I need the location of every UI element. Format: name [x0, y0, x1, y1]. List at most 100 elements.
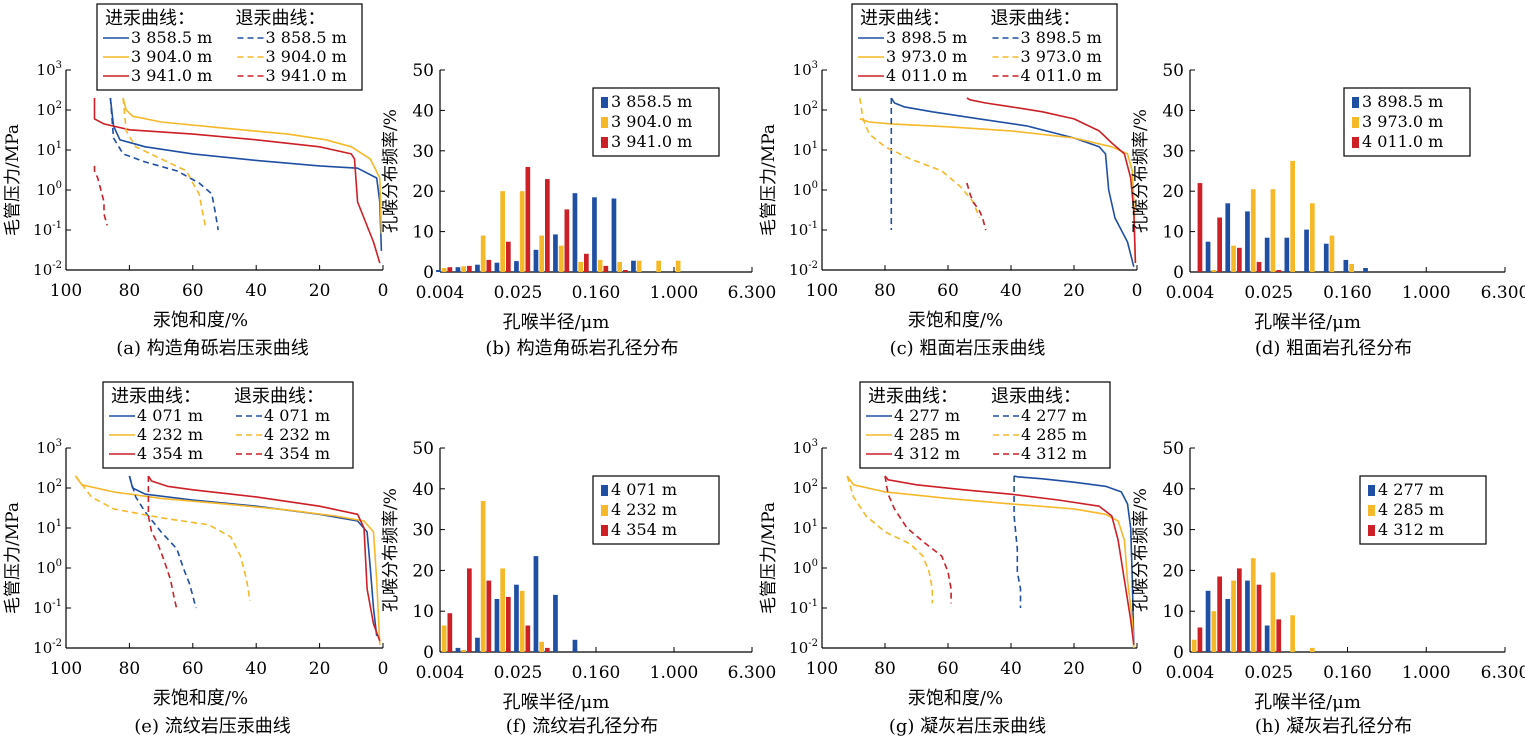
legend-box — [96, 3, 363, 91]
bar-1 — [494, 599, 500, 652]
y-tick-label: 103 — [793, 60, 818, 79]
y-tick-label: 100 — [793, 558, 818, 577]
legend-box — [102, 381, 354, 469]
bar-1 — [592, 197, 597, 272]
series-line-out-2 — [884, 475, 952, 604]
bar-3 — [1217, 217, 1222, 272]
legend-box — [592, 87, 720, 157]
bar-2 — [1329, 235, 1335, 272]
legend-entry: 3 904.0 m — [131, 47, 212, 66]
legend-swatch — [1352, 117, 1359, 128]
bar-3 — [1276, 270, 1282, 272]
bar-2 — [1310, 203, 1315, 272]
y-tick-label: 40 — [1162, 101, 1184, 121]
y-tick-label: 40 — [1162, 480, 1184, 500]
bar-2 — [1231, 580, 1236, 652]
y-tick-label: 101 — [793, 140, 818, 159]
y-tick-label: 50 — [1162, 439, 1184, 459]
legend-entry: 4 071 m — [137, 406, 203, 425]
y-axis-label: 毛管压力/MPa — [759, 124, 779, 236]
x-tick-label: 60 — [182, 659, 204, 679]
legend-entry: 4 277 m — [894, 406, 960, 425]
y-tick-label: 10-2 — [33, 638, 62, 657]
legend-entry: 3 941.0 m — [131, 66, 212, 85]
x-axis-label: 汞饱和度/% — [153, 310, 248, 331]
legend-heading-in: 进汞曲线： — [868, 386, 958, 407]
legend-entry: 4 071 m — [611, 480, 677, 499]
x-tick-label: 100 — [50, 281, 82, 301]
series-line-out-1 — [74, 475, 251, 602]
y-tick-label: 10-2 — [789, 260, 818, 279]
series-line-out-0 — [1013, 476, 1022, 608]
series-line-out-2 — [966, 182, 987, 231]
bar-1 — [455, 267, 461, 272]
x-tick-label: 0.004 — [1166, 663, 1215, 683]
legend-entry: 4 312 m — [894, 444, 960, 463]
chart-caption: (d) 粗面岩孔径分布 — [1255, 338, 1412, 359]
y-tick-label: 0 — [1173, 263, 1184, 283]
bar-2 — [539, 235, 544, 272]
x-tick-label: 80 — [119, 281, 141, 301]
bar-3 — [467, 568, 472, 652]
bar-1 — [514, 261, 519, 272]
y-tick-label: 100 — [37, 180, 62, 199]
legend-entry: 4 285 m — [1021, 425, 1087, 444]
y-tick-label: 102 — [37, 100, 62, 119]
bar-1 — [572, 639, 578, 652]
y-tick-label: 101 — [37, 140, 62, 159]
bar-1 — [494, 262, 500, 272]
bar-1 — [1323, 243, 1329, 272]
bar-2 — [1250, 189, 1256, 272]
x-axis-label: 孔喉半径/μm — [503, 312, 610, 333]
x-tick-label: 40 — [245, 281, 267, 301]
y-tick-label: 10-1 — [789, 598, 818, 617]
legend-box — [1359, 475, 1487, 545]
legend-box — [851, 3, 1118, 91]
legend-entry: 3 941.0 m — [611, 132, 692, 151]
y-tick-label: 103 — [37, 60, 62, 79]
bar-3 — [584, 253, 589, 272]
y-tick-label: 40 — [412, 480, 434, 500]
x-tick-label: 20 — [1063, 659, 1085, 679]
y-tick-label: 10-2 — [789, 638, 818, 657]
y-tick-label: 10 — [412, 223, 434, 243]
bar-1 — [1343, 259, 1349, 272]
legend-entry: 4 011.0 m — [1021, 66, 1102, 85]
x-tick-label: 0.004 — [1166, 283, 1215, 303]
bar-2 — [519, 590, 525, 652]
bar-2 — [636, 260, 642, 272]
legend: 进汞曲线： 退汞曲线：3 858.5 m3 904.0 m3 941.0 m3 8… — [96, 3, 363, 91]
x-tick-label: 80 — [874, 659, 896, 679]
bar-2 — [1191, 639, 1197, 652]
chart-e: 10-2 10-1 100 101 102 103 100 80 60 40 20 0 毛管压力/MPa… — [3, 381, 388, 737]
chart-a: 10-2 10-1 100 101 102 103 100 80 60 40 20 0 毛管压力/MPa… — [3, 3, 388, 359]
series-line-out-1 — [859, 97, 981, 219]
legend-entry: 4 011.0 m — [1362, 132, 1443, 151]
series-line-out-0 — [128, 475, 197, 609]
legend-swatch — [601, 505, 608, 516]
x-tick-label: 0.160 — [1323, 283, 1372, 303]
bar-1 — [533, 556, 539, 652]
bar-3 — [1256, 584, 1262, 652]
x-tick-label: 80 — [874, 281, 896, 301]
y-tick-label: 20 — [412, 561, 434, 581]
chart-caption: (g) 凝灰岩压汞曲线 — [889, 716, 1046, 737]
legend-entry: 4 277 m — [1021, 406, 1087, 425]
x-tick-label: 100 — [50, 659, 82, 679]
x-axis-label: 孔喉半径/μm — [1254, 312, 1361, 333]
y-tick-label: 20 — [1162, 561, 1184, 581]
legend-box — [859, 381, 1111, 469]
bar-2 — [480, 501, 486, 652]
bar-2 — [1211, 270, 1217, 272]
series-line-in-1 — [122, 97, 383, 234]
bar-2 — [1290, 615, 1295, 652]
chart-caption: (h) 凝灰岩孔径分布 — [1255, 716, 1412, 737]
x-tick-label: 80 — [119, 659, 141, 679]
series-line-out-0 — [109, 97, 219, 231]
y-tick-label: 20 — [1162, 182, 1184, 202]
legend: 进汞曲线： 退汞曲线：4 277 m4 285 m4 312 m4 277 m4 … — [859, 381, 1111, 469]
legend-swatch — [1368, 505, 1375, 516]
x-axis-label: 汞饱和度/% — [908, 688, 1003, 709]
y-tick-label: 40 — [412, 101, 434, 121]
legend-heading-out: 退汞曲线： — [234, 386, 324, 407]
